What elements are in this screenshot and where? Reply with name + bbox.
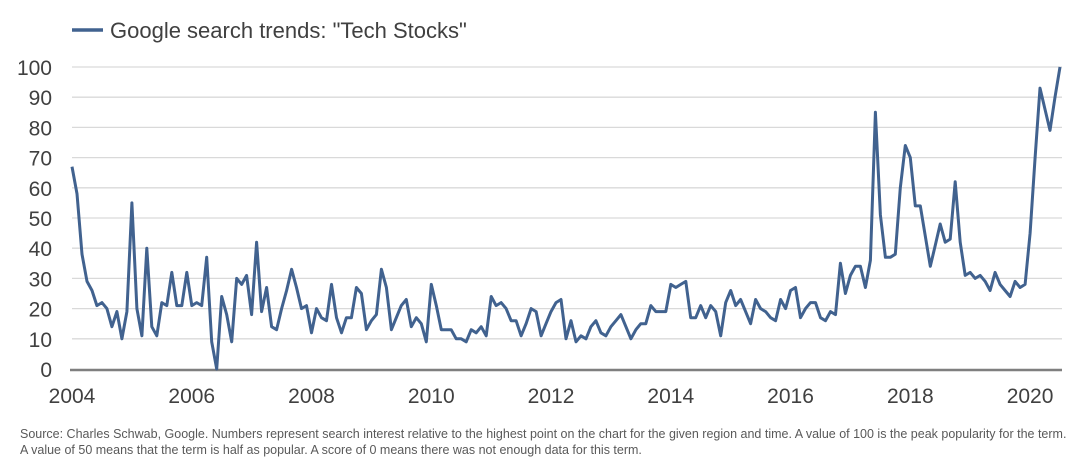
x-axis-ticks: 2004 2006 2008 2010 2012 2014 2016 2018 2020 (49, 385, 1054, 408)
y-tick-label: 30 (29, 268, 52, 291)
x-tick-label: 2012 (528, 385, 575, 408)
y-tick-label: 100 (17, 57, 52, 80)
y-tick-label: 80 (29, 117, 52, 140)
x-tick-label: 2016 (767, 385, 814, 408)
legend-label: Google search trends: "Tech Stocks" (110, 18, 467, 43)
y-tick-label: 10 (29, 329, 52, 352)
source-note: Source: Charles Schwab, Google. Numbers … (20, 427, 1067, 457)
y-tick-label: 20 (29, 299, 52, 322)
y-tick-label: 0 (40, 359, 52, 382)
x-tick-label: 2014 (647, 385, 694, 408)
y-tick-label: 40 (29, 238, 52, 261)
y-tick-label: 60 (29, 178, 52, 201)
x-tick-label: 2020 (1007, 385, 1054, 408)
series-line-tech-stocks (70, 66, 1062, 371)
legend: Google search trends: "Tech Stocks" (72, 18, 467, 43)
x-tick-label: 2004 (49, 385, 96, 408)
y-tick-label: 90 (29, 87, 52, 110)
x-tick-label: 2006 (168, 385, 215, 408)
y-axis-ticks: 0 10 20 30 40 50 60 70 80 90 100 (17, 57, 52, 382)
y-tick-label: 50 (29, 208, 52, 231)
x-tick-label: 2010 (408, 385, 455, 408)
y-tick-label: 70 (29, 148, 52, 171)
x-tick-label: 2008 (288, 385, 335, 408)
x-tick-label: 2018 (887, 385, 934, 408)
